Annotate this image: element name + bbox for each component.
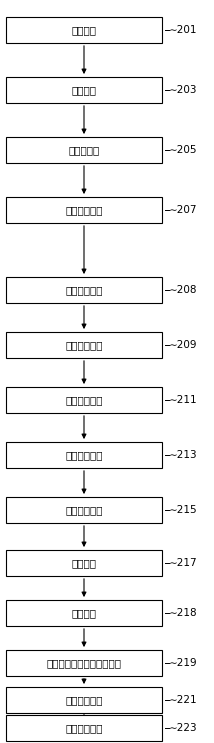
- Text: 显现三维图像: 显现三维图像: [65, 205, 103, 215]
- Bar: [6, 497, 162, 523]
- Text: ∼209: ∼209: [169, 340, 198, 350]
- Bar: [6, 197, 162, 223]
- Text: 获取参数: 获取参数: [71, 558, 97, 568]
- Text: ∼217: ∼217: [169, 558, 198, 568]
- Bar: [6, 137, 162, 163]
- Text: 获取种子点: 获取种子点: [68, 145, 100, 155]
- Text: ∼203: ∼203: [169, 85, 198, 95]
- Bar: [6, 600, 162, 626]
- Text: 处理数据: 处理数据: [71, 85, 97, 95]
- Bar: [6, 715, 162, 741]
- Bar: [6, 550, 162, 576]
- Text: 获取目标血管: 获取目标血管: [65, 395, 103, 405]
- Bar: [6, 77, 162, 103]
- Text: ∼221: ∼221: [169, 695, 198, 705]
- Text: ∼201: ∼201: [169, 25, 198, 35]
- Text: 获取切割平面: 获取切割平面: [65, 450, 103, 460]
- Text: ∼219: ∼219: [169, 658, 198, 668]
- Text: ∼215: ∼215: [169, 505, 198, 515]
- Text: 划分目标血管: 划分目标血管: [65, 505, 103, 515]
- Bar: [6, 17, 162, 43]
- Text: 获取临床参数: 获取临床参数: [65, 695, 103, 705]
- Text: 获取数据: 获取数据: [71, 25, 97, 35]
- Text: ∼207: ∼207: [169, 205, 198, 215]
- Text: ∼205: ∼205: [169, 145, 198, 155]
- Text: ∼213: ∼213: [169, 450, 198, 460]
- Bar: [6, 442, 162, 468]
- Text: 修剪三维图像: 修剪三维图像: [65, 285, 103, 295]
- Text: ∼211: ∼211: [169, 395, 198, 405]
- Bar: [6, 687, 162, 713]
- Bar: [6, 277, 162, 303]
- Text: ∼223: ∼223: [169, 723, 198, 733]
- Text: ∼218: ∼218: [169, 608, 198, 618]
- Text: ∼208: ∼208: [169, 285, 198, 295]
- Text: 网格划分: 网格划分: [71, 608, 97, 618]
- Text: 得出风险结果: 得出风险结果: [65, 723, 103, 733]
- Text: 获取动脉瘤的壁面剪切应力: 获取动脉瘤的壁面剪切应力: [46, 658, 122, 668]
- Bar: [6, 332, 162, 358]
- Text: 重建完整血管: 重建完整血管: [65, 340, 103, 350]
- Bar: [6, 387, 162, 413]
- Bar: [6, 650, 162, 676]
